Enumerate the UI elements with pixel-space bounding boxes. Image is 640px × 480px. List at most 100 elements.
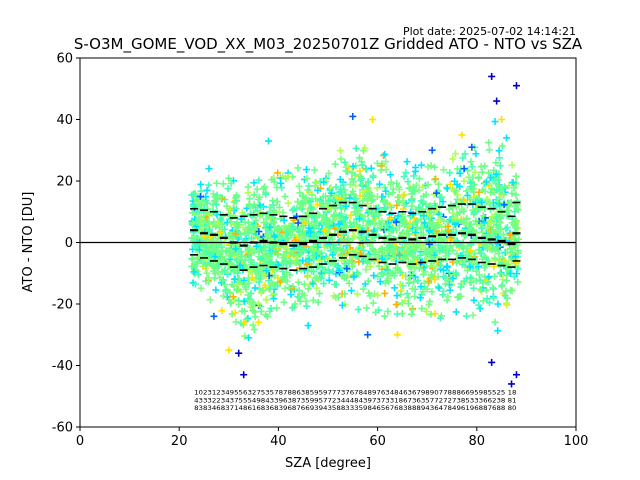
scatter-point — [275, 208, 283, 216]
scatter-point — [219, 180, 227, 188]
scatter-point — [329, 196, 337, 204]
scatter-point — [345, 279, 353, 287]
scatter-point — [432, 189, 440, 197]
scatter-point — [495, 154, 503, 162]
scatter-point — [426, 297, 434, 305]
scatter-point — [428, 288, 436, 296]
scatter-point — [410, 172, 418, 180]
plot-area: 1023123495563275357878863859597773767848… — [80, 72, 576, 412]
scatter-point — [417, 161, 425, 169]
scatter-point — [320, 212, 328, 220]
scatter-point — [478, 168, 486, 176]
scatter-point — [375, 262, 383, 270]
scatter-point — [274, 274, 282, 282]
scatter-point — [469, 311, 477, 319]
scatter-point — [479, 297, 487, 305]
scatter-point — [315, 290, 323, 298]
scatter-point — [339, 181, 347, 189]
scatter-point — [408, 198, 416, 206]
scatter-point — [410, 278, 418, 286]
scatter-point — [290, 205, 298, 213]
scatter-point — [324, 266, 332, 274]
scatter-point — [294, 293, 302, 301]
scatter-point — [508, 219, 516, 227]
scatter-point — [223, 219, 231, 227]
scatter-point — [452, 308, 460, 316]
scatter-point — [490, 166, 498, 174]
scatter-point — [325, 276, 333, 284]
scatter-point — [470, 296, 478, 304]
scatter-point — [498, 283, 506, 291]
scatter-point — [314, 262, 322, 270]
scatter-point — [458, 261, 466, 269]
scatter-point — [436, 202, 444, 210]
scatter-point — [229, 204, 237, 212]
scatter-point — [211, 209, 219, 217]
scatter-point — [453, 259, 461, 267]
scatter-point — [283, 277, 291, 285]
scatter-point — [492, 180, 500, 188]
scatter-point — [308, 191, 316, 199]
scatter-point — [337, 204, 345, 212]
scatter-point — [465, 173, 473, 181]
scatter-point — [353, 269, 361, 277]
scatter-point — [240, 319, 248, 327]
scatter-point — [494, 327, 502, 335]
scatter-point — [205, 181, 213, 189]
scatter-point — [374, 291, 382, 299]
scatter-point — [381, 150, 389, 158]
scatter-point — [248, 267, 256, 275]
scatter-point — [415, 175, 423, 183]
scatter-point — [476, 197, 484, 205]
scatter-point — [402, 169, 410, 177]
scatter-point — [442, 184, 450, 192]
scatter-point — [443, 263, 451, 271]
scatter-point — [502, 225, 510, 233]
scatter-point — [347, 211, 355, 219]
scatter-point — [409, 211, 417, 219]
scatter-point — [367, 164, 375, 172]
scatter-point — [197, 180, 205, 188]
scatter-point — [467, 158, 475, 166]
scatter-point — [294, 219, 302, 227]
scatter-point — [479, 186, 487, 194]
scatter-point — [222, 286, 230, 294]
scatter-point — [472, 150, 480, 158]
scatter-point — [401, 191, 409, 199]
scatter-point — [369, 173, 377, 181]
scatter-point — [490, 294, 498, 302]
scatter-point — [189, 256, 197, 264]
scatter-point — [370, 272, 378, 280]
scatter-point — [226, 299, 234, 307]
scatter-point — [223, 293, 231, 301]
scatter-point — [475, 173, 483, 181]
scatter-point — [376, 278, 384, 286]
scatter-point — [250, 179, 258, 187]
scatter-point — [262, 190, 270, 198]
plot-date-label: Plot date: 2025-07-02 14:14:21 — [403, 25, 576, 38]
scatter-point — [464, 192, 472, 200]
scatter-point — [357, 234, 365, 242]
scatter-point — [463, 187, 471, 195]
scatter-point — [498, 142, 506, 150]
scatter-point — [266, 285, 274, 293]
scatter-point — [376, 180, 384, 188]
scatter-point — [194, 271, 202, 279]
scatter-point — [402, 239, 410, 247]
scatter-point — [410, 214, 418, 222]
scatter-point — [374, 273, 382, 281]
scatter-point — [396, 280, 404, 288]
scatter-point — [302, 166, 310, 174]
scatter-point — [460, 277, 468, 285]
scatter-point — [257, 255, 265, 263]
scatter-point — [369, 299, 377, 307]
scatter-point — [364, 277, 372, 285]
scatter-point — [417, 197, 425, 205]
scatter-point — [449, 155, 457, 163]
scatter-point — [226, 289, 234, 297]
scatter-point — [403, 158, 411, 166]
scatter-point — [295, 278, 303, 286]
scatter-point — [512, 172, 520, 180]
scatter-point — [295, 294, 303, 302]
